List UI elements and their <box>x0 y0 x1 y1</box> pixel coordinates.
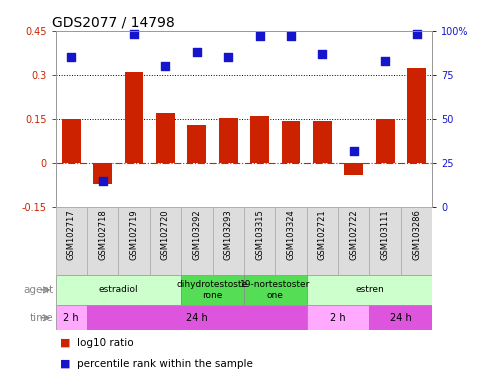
Text: GDS2077 / 14798: GDS2077 / 14798 <box>52 16 174 30</box>
Bar <box>181 207 213 275</box>
Text: time: time <box>29 313 53 323</box>
Bar <box>118 207 150 275</box>
Text: GSM103324: GSM103324 <box>286 209 296 260</box>
Text: estren: estren <box>355 285 384 295</box>
Bar <box>87 207 118 275</box>
Bar <box>62 119 81 163</box>
Text: GSM103293: GSM103293 <box>224 209 233 260</box>
Text: log10 ratio: log10 ratio <box>77 338 134 348</box>
Bar <box>187 125 206 163</box>
Point <box>161 63 170 69</box>
Point <box>130 31 138 37</box>
Bar <box>282 121 300 163</box>
Bar <box>338 207 369 275</box>
Point <box>350 148 357 154</box>
Bar <box>376 119 395 163</box>
Bar <box>56 207 87 275</box>
Point <box>382 58 389 64</box>
Text: agent: agent <box>23 285 53 295</box>
Text: GSM102718: GSM102718 <box>98 209 107 260</box>
Bar <box>56 275 181 305</box>
Text: GSM103315: GSM103315 <box>255 209 264 260</box>
Bar <box>275 207 307 275</box>
Point <box>99 178 107 184</box>
Bar <box>219 118 238 163</box>
Bar <box>150 207 181 275</box>
Bar <box>307 275 432 305</box>
Text: GSM103111: GSM103111 <box>381 209 390 260</box>
Bar <box>181 275 244 305</box>
Text: 19-nortestoster
one: 19-nortestoster one <box>240 280 311 300</box>
Bar <box>307 207 338 275</box>
Text: GSM102717: GSM102717 <box>67 209 76 260</box>
Text: ■: ■ <box>60 359 71 369</box>
Text: ■: ■ <box>60 338 71 348</box>
Point <box>412 31 420 37</box>
Text: GSM102721: GSM102721 <box>318 209 327 260</box>
Bar <box>369 207 401 275</box>
Bar <box>87 305 307 330</box>
Bar <box>213 207 244 275</box>
Point <box>193 49 201 55</box>
Text: GSM102720: GSM102720 <box>161 209 170 260</box>
Bar <box>313 121 332 163</box>
Text: estradiol: estradiol <box>99 285 138 295</box>
Point <box>68 54 75 60</box>
Text: GSM103286: GSM103286 <box>412 209 421 260</box>
Bar <box>401 207 432 275</box>
Text: 2 h: 2 h <box>63 313 79 323</box>
Text: percentile rank within the sample: percentile rank within the sample <box>77 359 253 369</box>
Text: 24 h: 24 h <box>390 313 412 323</box>
Point <box>319 51 327 57</box>
Bar <box>56 305 87 330</box>
Bar <box>244 275 307 305</box>
Bar <box>307 305 369 330</box>
Point <box>256 33 264 39</box>
Text: GSM102722: GSM102722 <box>349 209 358 260</box>
Text: 2 h: 2 h <box>330 313 346 323</box>
Text: dihydrotestoste
rone: dihydrotestoste rone <box>177 280 248 300</box>
Bar <box>369 305 432 330</box>
Bar <box>407 68 426 163</box>
Text: GSM103292: GSM103292 <box>192 209 201 260</box>
Bar <box>244 207 275 275</box>
Text: 24 h: 24 h <box>186 313 208 323</box>
Bar <box>344 163 363 175</box>
Bar <box>125 72 143 163</box>
Bar <box>156 113 175 163</box>
Bar <box>250 116 269 163</box>
Bar <box>93 163 112 184</box>
Text: GSM102719: GSM102719 <box>129 209 139 260</box>
Point <box>287 33 295 39</box>
Point <box>224 54 232 60</box>
